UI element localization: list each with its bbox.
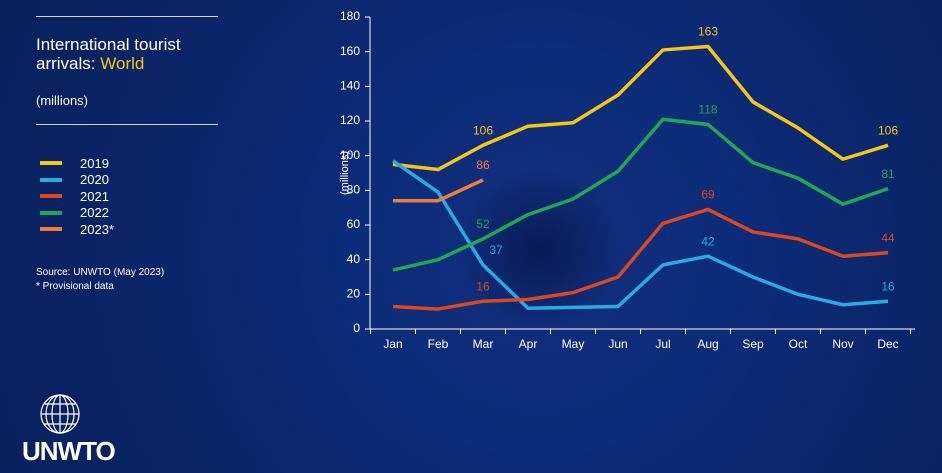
legend-label: 2020 bbox=[80, 172, 109, 188]
globe-icon bbox=[40, 394, 80, 434]
x-tick-label: Sep bbox=[742, 337, 764, 351]
y-tick-label: 60 bbox=[347, 217, 361, 231]
x-tick-label: Jul bbox=[655, 337, 670, 351]
x-tick-label: Apr bbox=[519, 337, 538, 351]
note: * Provisional data bbox=[36, 280, 114, 292]
series-line bbox=[393, 178, 484, 203]
data-label: 16 bbox=[476, 279, 490, 293]
y-tick-label: 80 bbox=[347, 183, 361, 197]
legend: 2019 2020 2021 2022 2023* bbox=[36, 155, 218, 238]
legend-swatch bbox=[40, 161, 62, 166]
logo: UNWTO bbox=[22, 390, 116, 466]
legend-item: 2022 bbox=[36, 205, 218, 222]
data-label: 81 bbox=[881, 167, 895, 181]
logo-text: UNWTO bbox=[22, 436, 116, 466]
legend-label: 2022 bbox=[80, 205, 109, 221]
title-text: International tourist arrivals: bbox=[36, 35, 181, 73]
x-tick-label: Jun bbox=[608, 337, 627, 351]
x-tick-label: Oct bbox=[789, 337, 808, 351]
x-tick-label: Aug bbox=[697, 337, 718, 351]
y-tick-label: 20 bbox=[347, 287, 361, 301]
data-label: 163 bbox=[698, 25, 718, 39]
x-tick-label: Mar bbox=[473, 337, 494, 351]
legend-item: 2019 bbox=[36, 155, 218, 172]
divider bbox=[36, 124, 218, 125]
y-tick-label: 140 bbox=[340, 79, 360, 93]
data-label: 44 bbox=[881, 231, 895, 245]
y-tick-label: 160 bbox=[340, 44, 360, 58]
legend-item: 2020 bbox=[36, 172, 218, 189]
data-label: 106 bbox=[473, 123, 493, 137]
data-label: 69 bbox=[701, 188, 715, 202]
data-label: 37 bbox=[489, 243, 503, 257]
x-tick-label: May bbox=[562, 337, 585, 351]
legend-swatch bbox=[40, 210, 62, 215]
source: Source: UNWTO (May 2023) * Provisional da… bbox=[36, 266, 218, 294]
data-label: 16 bbox=[881, 279, 895, 293]
y-tick-label: 180 bbox=[340, 9, 360, 23]
legend-swatch bbox=[40, 177, 62, 182]
data-label: 106 bbox=[878, 123, 898, 137]
legend-swatch bbox=[40, 194, 62, 199]
legend-item: 2021 bbox=[36, 188, 218, 205]
y-tick-label: 0 bbox=[353, 321, 360, 335]
legend-item: 2023* bbox=[36, 221, 218, 238]
data-label: 52 bbox=[476, 217, 490, 231]
source-text: Source: UNWTO (May 2023) bbox=[36, 266, 165, 278]
y-axis-label: (millions) bbox=[339, 151, 351, 195]
x-tick-label: Dec bbox=[877, 337, 898, 351]
legend-label: 2021 bbox=[80, 188, 109, 204]
title: International tourist arrivals: World bbox=[36, 35, 218, 73]
subtitle: (millions) bbox=[36, 93, 88, 108]
legend-swatch bbox=[40, 227, 62, 232]
series-line bbox=[392, 44, 889, 172]
divider bbox=[36, 16, 218, 17]
y-tick-label: 40 bbox=[347, 252, 361, 266]
data-label: 118 bbox=[698, 103, 717, 117]
series-line bbox=[392, 207, 889, 311]
data-label: 86 bbox=[476, 158, 490, 172]
series-line bbox=[392, 117, 889, 272]
legend-label: 2019 bbox=[80, 155, 109, 171]
title-highlight: World bbox=[100, 54, 145, 73]
y-tick-label: 120 bbox=[340, 113, 360, 127]
x-tick-label: Jan bbox=[383, 337, 402, 351]
x-tick-label: Feb bbox=[428, 337, 449, 351]
x-tick-label: Nov bbox=[832, 337, 853, 351]
legend-label: 2023* bbox=[80, 221, 114, 237]
series-line bbox=[392, 159, 889, 310]
y-tick-label: 100 bbox=[340, 148, 360, 162]
side-panel: International tourist arrivals: World (m… bbox=[36, 16, 218, 294]
data-label: 42 bbox=[701, 234, 715, 248]
